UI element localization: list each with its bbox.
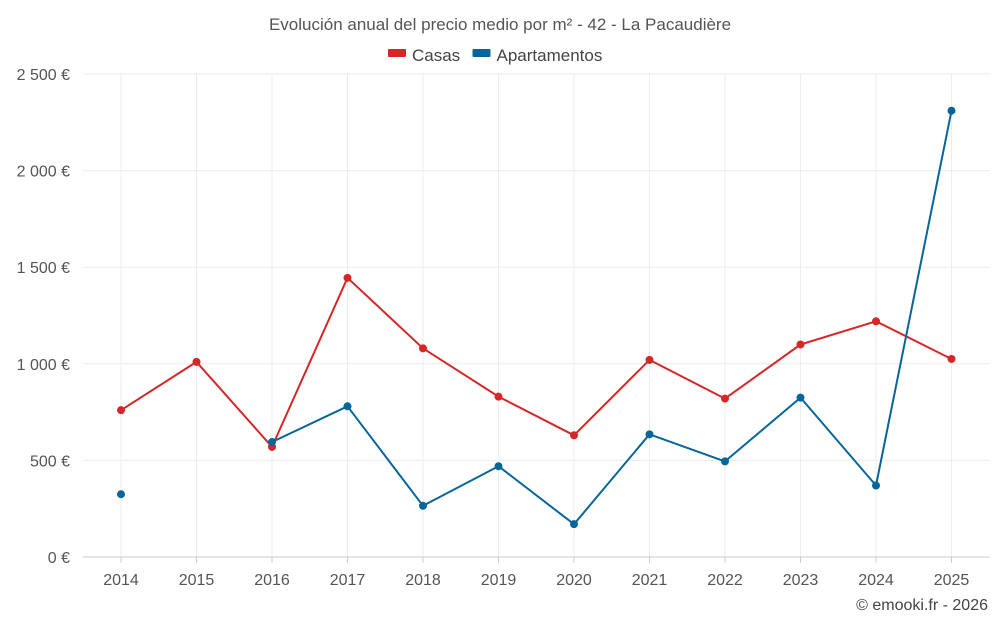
- chart-title: Evolución anual del precio medio por m² …: [269, 15, 731, 34]
- series-layer: [117, 106, 956, 529]
- data-point[interactable]: [796, 393, 805, 402]
- data-point[interactable]: [721, 394, 729, 403]
- legend-item-apartamentos[interactable]: Apartamentos: [472, 46, 603, 65]
- credit-text: © emooki.fr - 2026: [856, 597, 988, 614]
- x-tick-label: 2020: [556, 572, 592, 589]
- legend-swatch: [472, 49, 491, 57]
- data-point[interactable]: [419, 501, 427, 510]
- x-tick-label: 2021: [632, 572, 668, 589]
- data-point[interactable]: [947, 106, 956, 115]
- x-tick-label: 2016: [254, 572, 290, 589]
- series-casas: [117, 273, 956, 451]
- x-tick-label: 2017: [330, 572, 366, 589]
- data-point[interactable]: [645, 430, 654, 439]
- series-line: [271, 109, 953, 526]
- x-tick-label: 2015: [179, 572, 215, 589]
- y-tick-label: 2 000 €: [17, 164, 70, 181]
- legend: Casas Apartamentos: [388, 46, 602, 65]
- data-point[interactable]: [192, 357, 201, 366]
- grid: [83, 73, 990, 557]
- legend-label: Casas: [412, 46, 460, 65]
- series-apartamentos: [117, 106, 956, 529]
- legend-swatch: [388, 49, 406, 57]
- data-point[interactable]: [570, 520, 578, 529]
- legend-item-casas[interactable]: Casas: [388, 46, 460, 65]
- x-tick-label: 2014: [103, 572, 139, 589]
- legend-label: Apartamentos: [497, 46, 603, 65]
- data-point[interactable]: [343, 402, 352, 411]
- data-point[interactable]: [872, 317, 880, 326]
- series-line: [120, 276, 953, 448]
- x-tick-label: 2019: [481, 572, 517, 589]
- y-tick-label: 500 €: [30, 453, 70, 470]
- data-point[interactable]: [494, 462, 503, 471]
- data-point[interactable]: [947, 354, 956, 363]
- y-tick-label: 0 €: [48, 550, 70, 567]
- data-point[interactable]: [419, 344, 427, 353]
- x-tick-label: 2018: [405, 572, 441, 589]
- x-tick-label: 2022: [707, 572, 743, 589]
- y-tick-label: 1 500 €: [17, 260, 70, 277]
- data-point[interactable]: [117, 406, 125, 415]
- data-point[interactable]: [645, 355, 654, 364]
- x-tick-label: 2024: [858, 572, 894, 589]
- data-point[interactable]: [268, 438, 276, 447]
- data-point[interactable]: [343, 273, 352, 282]
- x-tick-label: 2025: [934, 572, 970, 589]
- y-tick-label: 1 000 €: [17, 357, 70, 374]
- y-tick-label: 2 500 €: [17, 67, 70, 84]
- data-point[interactable]: [721, 457, 729, 466]
- data-point[interactable]: [117, 490, 125, 499]
- data-point[interactable]: [796, 340, 805, 349]
- data-point[interactable]: [570, 431, 578, 440]
- x-tick-label: 2023: [783, 572, 819, 589]
- data-point[interactable]: [494, 392, 503, 401]
- data-point[interactable]: [872, 481, 880, 490]
- axes: 0 € 500 € 1 000 € 1 500 € 2 000 € 2 500 € 2014…: [17, 67, 990, 589]
